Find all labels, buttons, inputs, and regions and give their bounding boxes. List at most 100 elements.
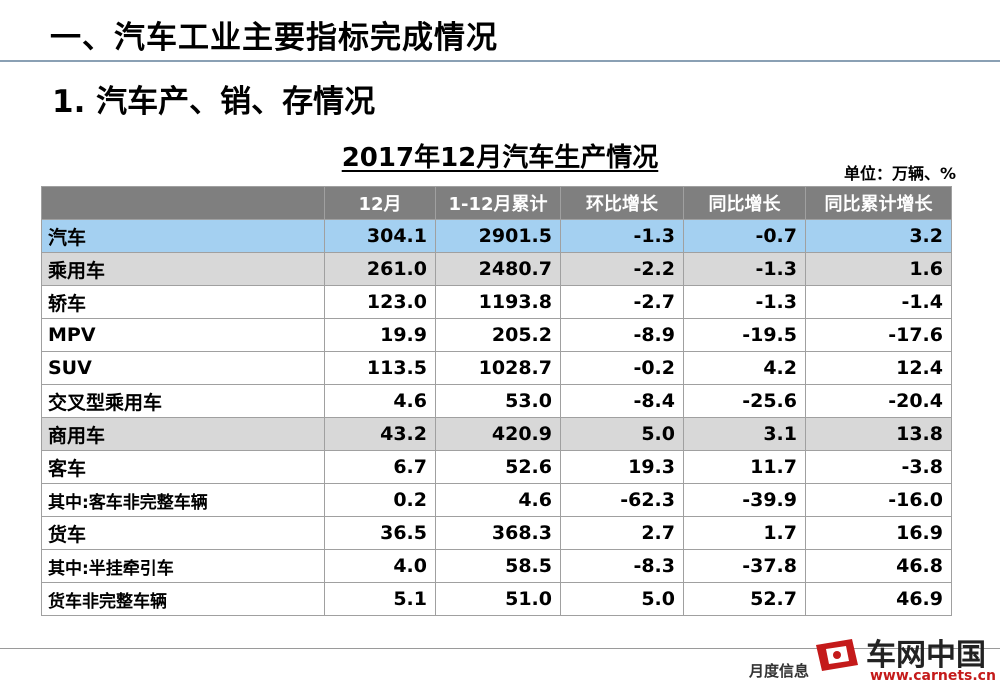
- table-cell: 2480.7: [435, 252, 561, 286]
- table-cell: 3.2: [805, 219, 952, 253]
- table-row: 其中:半挂牵引车 4.0 58.5 -8.3 -37.8 46.8: [41, 549, 952, 583]
- row-label: 其中:半挂牵引车: [41, 549, 325, 583]
- table-cell: 113.5: [324, 351, 436, 385]
- table-cell: 4.2: [683, 351, 806, 385]
- production-table: 12月 1-12月累计 环比增长 同比增长 同比累计增长 汽车 304.1 29…: [41, 186, 952, 616]
- table-cell: 261.0: [324, 252, 436, 286]
- table-cell: 43.2: [324, 417, 436, 451]
- heading-divider: [0, 60, 1000, 62]
- table-cell: -20.4: [805, 384, 952, 418]
- table-cell: 51.0: [435, 582, 561, 616]
- table-cell: -8.4: [560, 384, 684, 418]
- table-cell: -1.4: [805, 285, 952, 319]
- column-header: [41, 186, 325, 220]
- table-cell: 11.7: [683, 450, 806, 484]
- table-cell: -1.3: [683, 285, 806, 319]
- row-label: 货车: [41, 516, 325, 550]
- subsection-heading: 1. 汽车产、销、存情况: [52, 84, 376, 120]
- table-cell: 46.8: [805, 549, 952, 583]
- table-cell: 4.6: [435, 483, 561, 517]
- table-cell: -16.0: [805, 483, 952, 517]
- column-header: 同比累计增长: [805, 186, 952, 220]
- table-cell: 1.7: [683, 516, 806, 550]
- table-row: 交叉型乘用车 4.6 53.0 -8.4 -25.6 -20.4: [41, 384, 952, 418]
- table-cell: 1028.7: [435, 351, 561, 385]
- footer-divider: [0, 648, 1000, 649]
- column-header: 同比增长: [683, 186, 806, 220]
- table-cell: 52.6: [435, 450, 561, 484]
- table-cell: 53.0: [435, 384, 561, 418]
- table-cell: 6.7: [324, 450, 436, 484]
- table-cell: -3.8: [805, 450, 952, 484]
- table-cell: -1.3: [683, 252, 806, 286]
- table-cell: 5.1: [324, 582, 436, 616]
- table-cell: 123.0: [324, 285, 436, 319]
- table-cell: 58.5: [435, 549, 561, 583]
- logo-wordmark: 车网中国: [866, 638, 986, 673]
- logo-icon: [812, 637, 862, 673]
- row-label: 货车非完整车辆: [41, 582, 325, 616]
- table-cell: -1.3: [560, 219, 684, 253]
- table-cell: -2.7: [560, 285, 684, 319]
- table-row: SUV 113.5 1028.7 -0.2 4.2 12.4: [41, 351, 952, 385]
- table-cell: 2.7: [560, 516, 684, 550]
- table-cell: -0.7: [683, 219, 806, 253]
- table-cell: 0.2: [324, 483, 436, 517]
- table-cell: 52.7: [683, 582, 806, 616]
- table-cell: 368.3: [435, 516, 561, 550]
- table-cell: 19.9: [324, 318, 436, 352]
- table-cell: -25.6: [683, 384, 806, 418]
- table-cell: -0.2: [560, 351, 684, 385]
- table-cell: 5.0: [560, 417, 684, 451]
- table-cell: 1.6: [805, 252, 952, 286]
- table-cell: 12.4: [805, 351, 952, 385]
- row-label: 汽车: [41, 219, 325, 253]
- table-cell: -19.5: [683, 318, 806, 352]
- row-label: 其中:客车非完整车辆: [41, 483, 325, 517]
- row-label: 商用车: [41, 417, 325, 451]
- table-cell: 420.9: [435, 417, 561, 451]
- table-cell: 205.2: [435, 318, 561, 352]
- table-cell: 46.9: [805, 582, 952, 616]
- table-cell: -39.9: [683, 483, 806, 517]
- section-heading: 一、汽车工业主要指标完成情况: [50, 20, 498, 56]
- table-cell: 13.8: [805, 417, 952, 451]
- logo-url: www.carnets.cn: [870, 668, 996, 684]
- table-row: 商用车 43.2 420.9 5.0 3.1 13.8: [41, 417, 952, 451]
- row-label: 客车: [41, 450, 325, 484]
- table-title: 2017年12月汽车生产情况: [341, 143, 659, 173]
- table-cell: 304.1: [324, 219, 436, 253]
- table-cell: -8.3: [560, 549, 684, 583]
- table-cell: 16.9: [805, 516, 952, 550]
- table-row: 货车 36.5 368.3 2.7 1.7 16.9: [41, 516, 952, 550]
- row-label: SUV: [41, 351, 325, 385]
- table-cell: 4.0: [324, 549, 436, 583]
- column-header: 环比增长: [560, 186, 684, 220]
- table-row: 轿车 123.0 1193.8 -2.7 -1.3 -1.4: [41, 285, 952, 319]
- row-label: 乘用车: [41, 252, 325, 286]
- table-cell: -17.6: [805, 318, 952, 352]
- table-cell: 4.6: [324, 384, 436, 418]
- table-cell: -37.8: [683, 549, 806, 583]
- table-row: 其中:客车非完整车辆 0.2 4.6 -62.3 -39.9 -16.0: [41, 483, 952, 517]
- table-cell: -2.2: [560, 252, 684, 286]
- table-header-row: 12月 1-12月累计 环比增长 同比增长 同比累计增长: [41, 186, 952, 220]
- table-cell: 2901.5: [435, 219, 561, 253]
- row-label: 轿车: [41, 285, 325, 319]
- unit-label: 单位：万辆、%: [843, 164, 956, 183]
- table-cell: 19.3: [560, 450, 684, 484]
- row-label: 交叉型乘用车: [41, 384, 325, 418]
- table-row: 货车非完整车辆 5.1 51.0 5.0 52.7 46.9: [41, 582, 952, 616]
- table-cell: 5.0: [560, 582, 684, 616]
- column-header: 12月: [324, 186, 436, 220]
- table-cell: 1193.8: [435, 285, 561, 319]
- table-cell: 3.1: [683, 417, 806, 451]
- table-cell: -62.3: [560, 483, 684, 517]
- table-cell: 36.5: [324, 516, 436, 550]
- table-row: MPV 19.9 205.2 -8.9 -19.5 -17.6: [41, 318, 952, 352]
- row-label: MPV: [41, 318, 325, 352]
- table-row: 乘用车 261.0 2480.7 -2.2 -1.3 1.6: [41, 252, 952, 286]
- table-row: 汽车 304.1 2901.5 -1.3 -0.7 3.2: [41, 219, 952, 253]
- table-row: 客车 6.7 52.6 19.3 11.7 -3.8: [41, 450, 952, 484]
- table-cell: -8.9: [560, 318, 684, 352]
